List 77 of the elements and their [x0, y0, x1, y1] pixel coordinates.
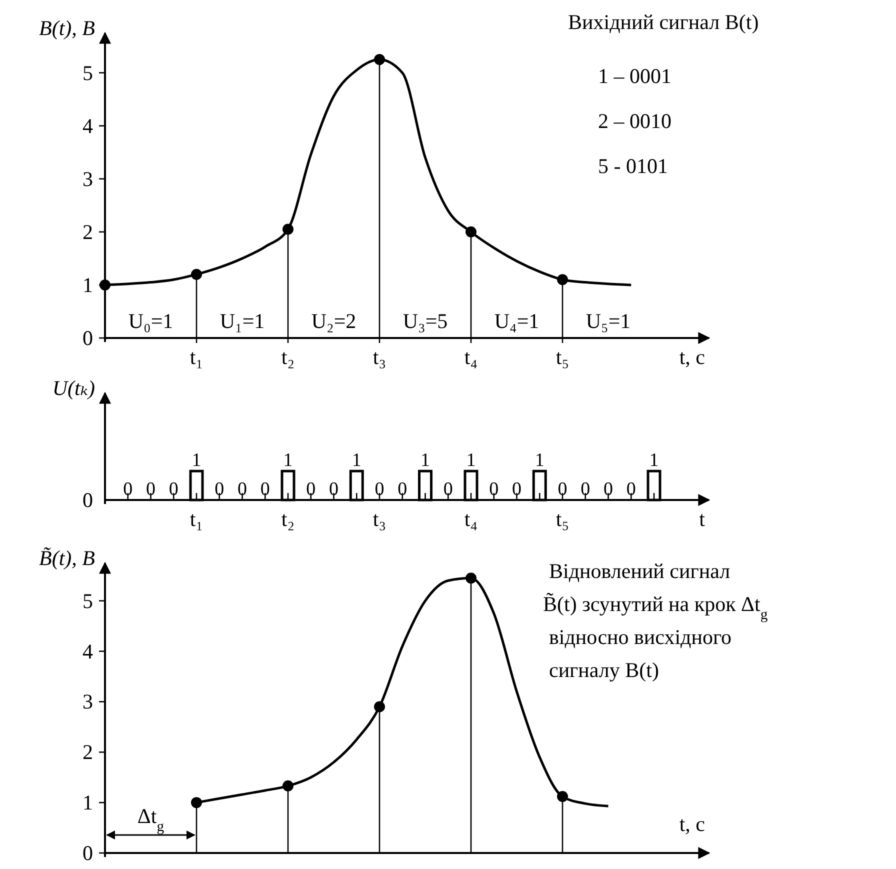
data-label: 1 — [283, 450, 293, 472]
y-tick-label: 2 — [82, 220, 93, 244]
x-axis-title: t — [699, 507, 706, 531]
y-tick-label: 3 — [82, 690, 93, 714]
y-tick-label: 0 — [82, 841, 93, 865]
data-label: 0 — [146, 479, 156, 500]
data-label: 1 — [649, 450, 659, 472]
data-label: 0 — [398, 479, 408, 500]
annotation: Відновлений сигнал — [549, 559, 730, 583]
x-axis-title: t, c — [679, 812, 705, 836]
point — [466, 572, 476, 584]
annotation: 2 – 0010 — [598, 109, 672, 133]
y-tick-label: 4 — [82, 114, 94, 138]
annotation: 5 - 0101 — [598, 154, 668, 178]
point — [374, 54, 385, 66]
x-tick-label: t₁ — [190, 345, 204, 369]
point — [282, 780, 294, 792]
data-label: 0 — [558, 479, 568, 500]
point — [557, 791, 568, 802]
x-axis-title: t, c — [679, 345, 705, 369]
data-label: 0 — [260, 479, 270, 500]
data-label: 0 — [214, 479, 224, 500]
point — [466, 226, 476, 238]
y-tick-label: 5 — [82, 588, 93, 613]
data-label: 0 — [329, 479, 338, 500]
data-label: 1 — [352, 450, 362, 472]
point — [191, 268, 202, 280]
x-tick-label: t₂ — [281, 507, 295, 531]
x-tick-label: t₅ — [556, 345, 570, 369]
data-label: 0 — [489, 479, 499, 500]
data-label: 0 — [306, 479, 316, 500]
annotation: U₂=2 — [311, 309, 356, 333]
data-label: 0 — [123, 479, 133, 500]
annotation: Δt$_{g}$ — [137, 804, 165, 835]
x-tick-label: t₅ — [556, 507, 570, 531]
x-tick-label: t₂ — [281, 345, 295, 369]
x-tick-label: t₄ — [464, 345, 478, 369]
data-label: 0 — [626, 479, 636, 500]
data-label: 1 — [466, 450, 476, 472]
point — [374, 701, 385, 712]
y-tick-label: 3 — [82, 166, 93, 191]
y-axis-title: B(t), B — [39, 16, 96, 40]
chart-title: Вихідний сигнал B(t) — [568, 10, 759, 34]
annotation: U₄=1 — [494, 309, 540, 333]
y-axis-title: B̃(t), B — [39, 546, 96, 570]
point — [282, 224, 294, 235]
y-tick-label: 5 — [82, 60, 93, 85]
data-label: 1 — [420, 450, 430, 472]
data-label: 0 — [443, 479, 453, 500]
data-label: 0 — [374, 479, 384, 500]
x-tick-label: t₃ — [372, 507, 386, 531]
data-label: 0 — [238, 479, 247, 500]
y-tick-label: 2 — [82, 740, 93, 764]
y-tick-label: 0 — [82, 326, 93, 350]
annotation: U₅=1 — [586, 309, 631, 333]
y-tick-label: 4 — [82, 639, 94, 664]
annotation: U₁=1 — [220, 309, 265, 333]
data-label: 0 — [604, 479, 613, 500]
data-label: 1 — [534, 450, 544, 472]
y-tick-label: 1 — [82, 790, 93, 815]
point — [557, 274, 568, 286]
y-tick-label: 1 — [82, 272, 93, 297]
annotation: відносно висхідного — [549, 625, 732, 649]
annotation: U₀=1 — [128, 309, 174, 333]
annotation: 1 – 0001 — [598, 64, 672, 88]
data-label: 0 — [512, 479, 522, 500]
data-label: 0 — [580, 479, 590, 500]
y-axis-title: U(tₖ) — [52, 376, 95, 400]
x-tick-label: t₁ — [190, 507, 204, 531]
data-label: 1 — [192, 450, 202, 472]
x-tick-label: t₃ — [372, 345, 386, 369]
annotation: U₃=5 — [402, 309, 448, 333]
annotation: B̃(t) зсунутий на крок Δt$_{g}$ — [543, 592, 768, 623]
point — [191, 797, 202, 808]
annotation: сигналу B(t) — [549, 658, 659, 682]
x-tick-label: t₄ — [464, 507, 478, 531]
data-label: 0 — [168, 479, 178, 500]
